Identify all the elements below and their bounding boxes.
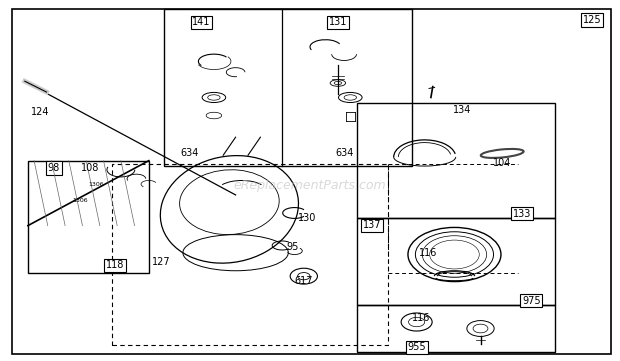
Bar <box>356 218 555 305</box>
Text: 98: 98 <box>48 163 60 173</box>
Text: 127: 127 <box>152 257 171 267</box>
Bar <box>112 164 388 345</box>
Text: 137: 137 <box>363 220 381 230</box>
Bar <box>356 305 555 352</box>
Text: 118: 118 <box>105 260 124 270</box>
Text: 131: 131 <box>329 17 347 27</box>
Text: 108: 108 <box>81 163 99 173</box>
Text: 125: 125 <box>583 15 601 25</box>
Text: 95: 95 <box>286 242 299 252</box>
Text: eReplacementParts.com: eReplacementParts.com <box>234 179 386 192</box>
Bar <box>356 103 555 218</box>
Bar <box>28 161 149 273</box>
Text: 617: 617 <box>294 276 313 286</box>
Text: 634: 634 <box>180 148 198 158</box>
Text: 116: 116 <box>418 248 437 258</box>
Bar <box>164 9 412 166</box>
Text: 1306: 1306 <box>88 182 104 187</box>
Text: 116: 116 <box>412 313 431 323</box>
Text: 634: 634 <box>335 148 353 158</box>
Text: 130: 130 <box>298 213 316 223</box>
Text: 975: 975 <box>522 296 541 306</box>
Text: 955: 955 <box>407 342 426 352</box>
Text: 134: 134 <box>453 105 471 115</box>
Text: 133: 133 <box>513 209 531 219</box>
Text: 141: 141 <box>192 17 211 27</box>
Text: 124: 124 <box>31 107 50 117</box>
Text: 104: 104 <box>493 158 512 168</box>
Text: 1306: 1306 <box>73 198 89 203</box>
